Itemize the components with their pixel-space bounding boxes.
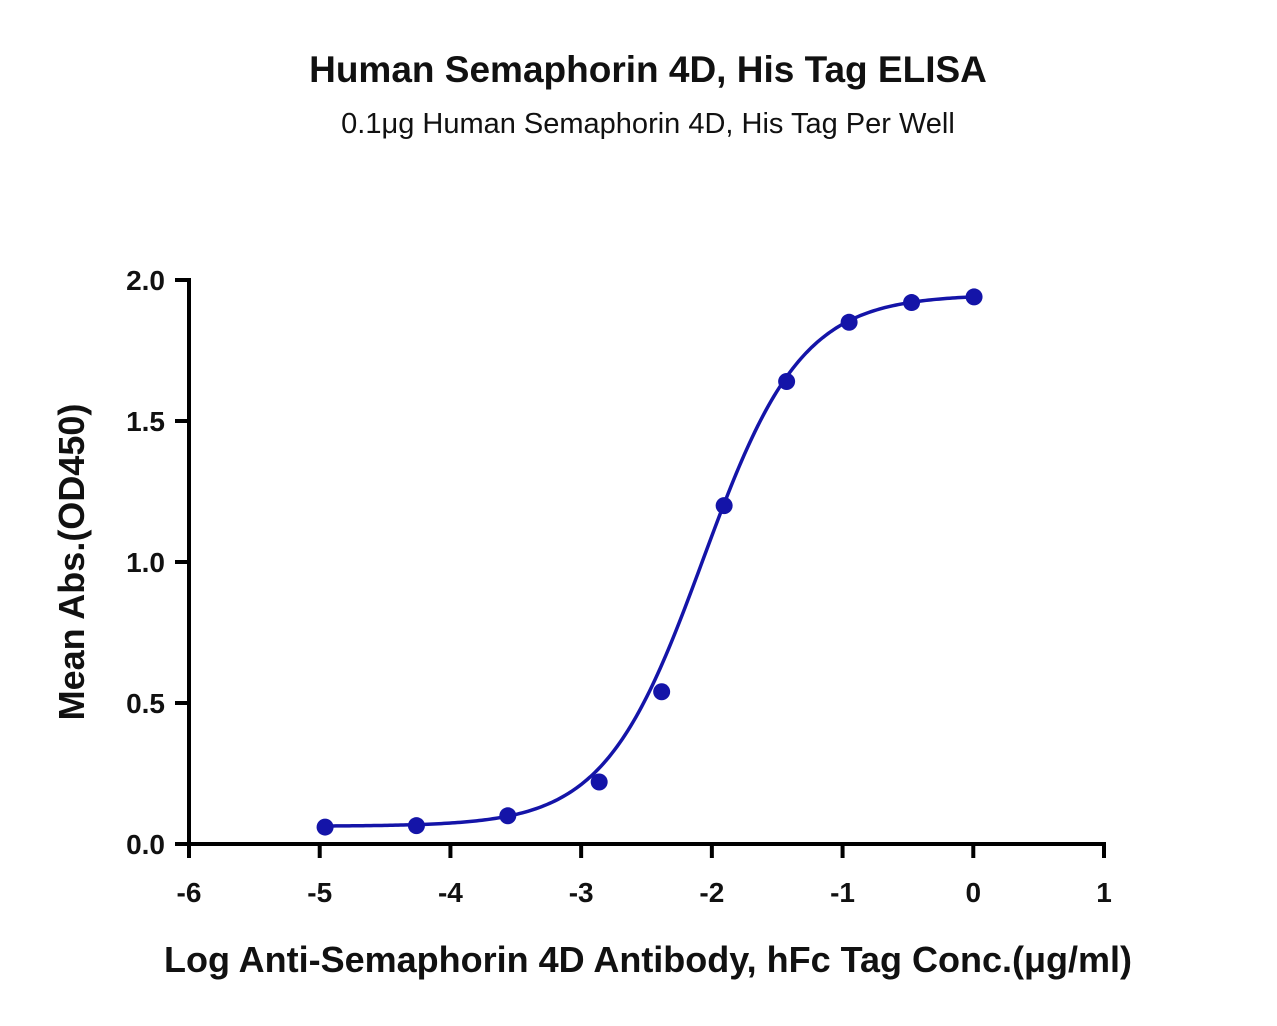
data-point (653, 683, 671, 701)
data-point (903, 294, 921, 312)
data-point (499, 807, 517, 825)
x-tick-label: -1 (830, 877, 855, 908)
x-tick-label: -5 (307, 877, 332, 908)
x-tick-label: -4 (438, 877, 463, 908)
chart-subtitle: 0.1μg Human Semaphorin 4D, His Tag Per W… (341, 108, 955, 140)
y-tick-label: 1.5 (126, 406, 165, 437)
x-tick-label: -6 (177, 877, 202, 908)
y-tick-label: 1.0 (126, 547, 165, 578)
x-tick-label: -2 (699, 877, 724, 908)
x-axis-label: Log Anti-Semaphorin 4D Antibody, hFc Tag… (164, 939, 1132, 980)
data-points (316, 288, 983, 836)
chart-title: Human Semaphorin 4D, His Tag ELISA (309, 49, 987, 90)
tick-labels: -6 -5 -4 -3 -2 -1 0 1 0.0 0.5 1.0 1.5 2.0 (126, 265, 1112, 908)
data-point (965, 288, 983, 306)
fit-curve (325, 295, 975, 828)
y-axis-label: Mean Abs.(OD450) (51, 404, 92, 721)
data-point (407, 817, 425, 835)
tick-marks (175, 278, 1106, 858)
data-point (590, 773, 608, 791)
data-point (778, 373, 796, 391)
y-tick-label: 0.0 (126, 829, 165, 860)
x-tick-label: 1 (1096, 877, 1112, 908)
x-tick-label: 0 (965, 877, 981, 908)
axes (187, 278, 1106, 846)
data-point (715, 497, 733, 515)
y-tick-label: 0.5 (126, 688, 165, 719)
data-point (840, 313, 858, 331)
data-point (316, 818, 334, 836)
y-tick-label: 2.0 (126, 265, 165, 296)
x-tick-label: -3 (569, 877, 594, 908)
